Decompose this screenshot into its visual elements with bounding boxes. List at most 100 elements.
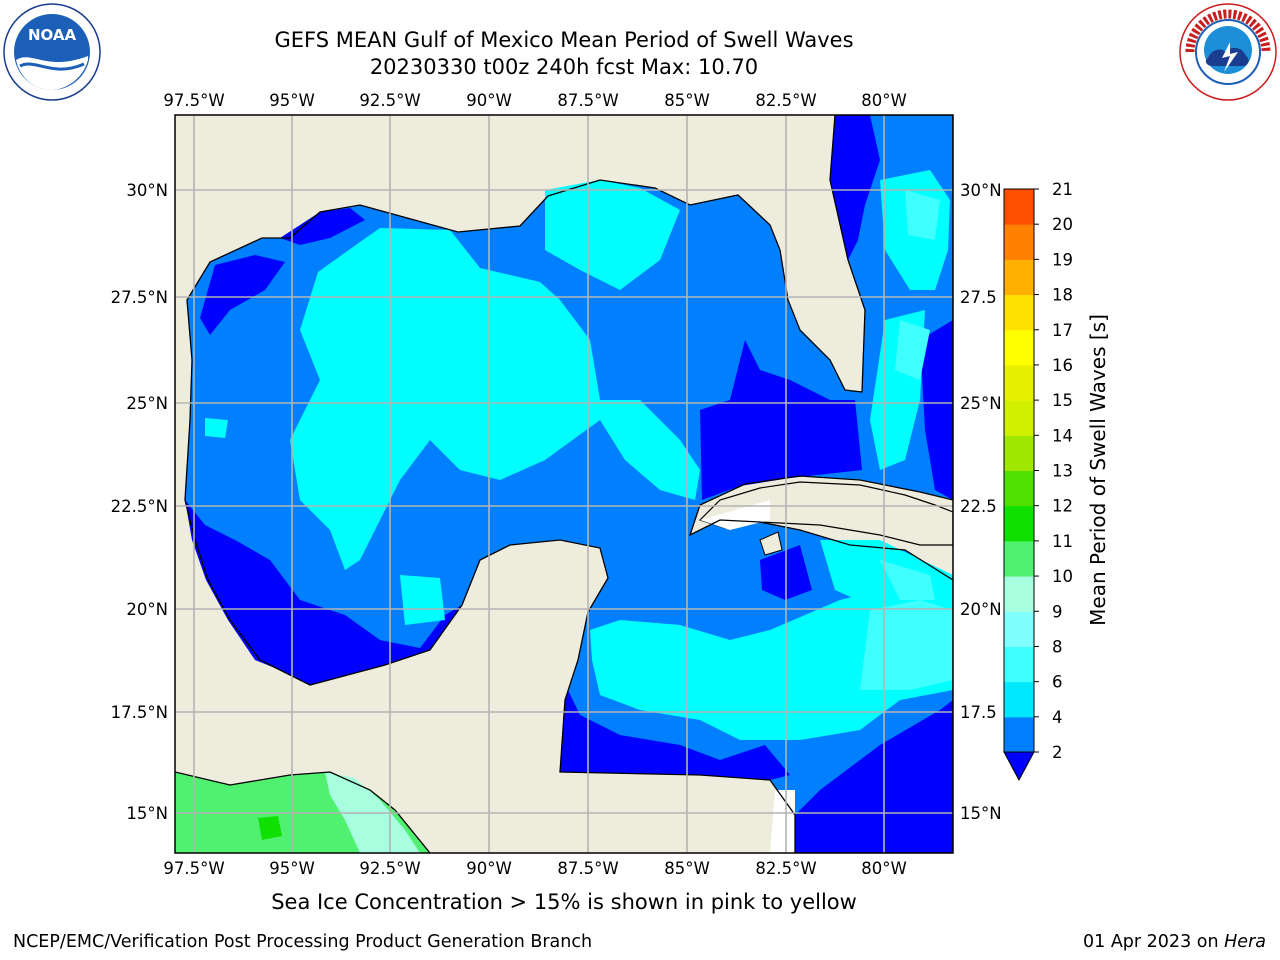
lat-label-right: 20°N — [960, 600, 1002, 619]
lat-label-right: 25°N — [960, 394, 1002, 413]
colorbar-extend — [1003, 751, 1035, 782]
colorbar-bin — [1004, 435, 1034, 471]
ocean-6-8s — [860, 600, 953, 690]
colorbar-bin — [1004, 329, 1034, 366]
ocean-below-2s — [200, 255, 285, 335]
lat-label-right: 30°N — [960, 181, 1002, 200]
colorbar-bin — [1004, 646, 1034, 683]
lat-label-left: 15°N — [126, 804, 168, 823]
ocean-below-2s — [560, 690, 790, 780]
colorbar-tick-label: 19 — [1052, 250, 1073, 269]
lon-label-top: 90°W — [466, 91, 512, 110]
lat-label-left: 17.5°N — [111, 703, 168, 722]
nws-logo — [1178, 2, 1278, 106]
lat-label-right: 27.5 — [960, 288, 997, 307]
caption: Sea Ice Concentration > 15% is shown in … — [271, 890, 857, 914]
lon-label-bottom: 95°W — [269, 859, 315, 878]
colorbar-bin — [1004, 259, 1034, 296]
noaa-logo: NOAA — [2, 2, 102, 106]
ocean-below-2s — [280, 208, 365, 245]
colorbar-bin — [1004, 576, 1034, 612]
lon-label-top: 85°W — [664, 91, 710, 110]
lon-label-top: 92.5°W — [359, 91, 420, 110]
colorbar-bin — [1004, 470, 1034, 507]
lat-label-left: 20°N — [126, 600, 168, 619]
ocean-below-2s — [830, 115, 880, 260]
lon-label-bottom: 90°W — [466, 859, 512, 878]
colorbar-tick-label: 15 — [1052, 391, 1073, 410]
colorbar-bin — [1004, 540, 1034, 577]
lon-label-top: 95°W — [269, 91, 315, 110]
footer-date: 01 Apr 2023 on Hera — [1083, 932, 1266, 952]
island-isle-of-youth — [759, 531, 783, 556]
lat-label-left: 25°N — [126, 394, 168, 413]
coastline-pacific — [175, 771, 431, 853]
colorbar-tick-label: 12 — [1052, 497, 1073, 516]
colorbar-tick-label: 20 — [1052, 215, 1073, 234]
lon-label-top: 80°W — [861, 91, 907, 110]
ocean-below-2s — [700, 340, 862, 500]
colorbar-bin — [1004, 224, 1034, 260]
lon-label-bottom: 97.5°W — [163, 859, 224, 878]
coastline — [184, 115, 953, 853]
lat-label-right: 22.5 — [960, 497, 997, 516]
lon-label-top: 97.5°W — [163, 91, 224, 110]
chart-title: GEFS MEAN Gulf of Mexico Mean Period of … — [274, 28, 854, 52]
colorbar-tick-label: 17 — [1052, 321, 1073, 340]
colorbar-tick-label: 14 — [1052, 426, 1073, 445]
lon-label-bottom: 92.5°W — [359, 859, 420, 878]
footer-machine: Hera — [1224, 932, 1266, 952]
noaa-logo-text: NOAA — [28, 26, 77, 44]
colorbar-tick-label: 11 — [1052, 532, 1073, 551]
colorbar-tick-label: 8 — [1052, 637, 1063, 656]
colorbar-bin — [1004, 611, 1034, 647]
colorbar-bin — [1004, 505, 1034, 542]
colorbar-tick-label: 16 — [1052, 356, 1073, 375]
lon-label-bottom: 82.5°W — [755, 859, 816, 878]
lat-label-right: 15°N — [960, 804, 1002, 823]
map-area — [175, 115, 953, 853]
lat-label-left: 27.5°N — [111, 288, 168, 307]
pacific-10-11s — [258, 816, 282, 840]
colorbar-bin — [1004, 681, 1034, 718]
nodata-patch — [700, 500, 770, 530]
colorbar-tick-label: 2 — [1052, 743, 1063, 762]
colorbar-bin — [1004, 400, 1034, 436]
colorbar-bin — [1004, 716, 1034, 753]
lon-label-bottom: 85°W — [664, 859, 710, 878]
colorbar-tick-label: 18 — [1052, 286, 1073, 305]
ocean-6-8s — [905, 190, 940, 240]
ocean-below-2s — [795, 700, 953, 853]
footer-credit: NCEP/EMC/Verification Post Processing Pr… — [13, 932, 593, 952]
colorbar-tick-label: 10 — [1052, 567, 1073, 586]
ocean-4-6s — [590, 585, 953, 740]
ocean-below-2s — [920, 320, 953, 500]
chart-subtitle: 20230330 t00z 240h fcst Max: 10.70 — [369, 55, 759, 79]
colorbar-bin — [1004, 364, 1034, 401]
colorbar-tick-label: 6 — [1052, 673, 1063, 692]
map-frame — [174, 114, 954, 854]
lat-label-left: 22.5°N — [111, 497, 168, 516]
colorbar-tick-label: 21 — [1052, 180, 1073, 199]
ocean-6-8s — [880, 560, 935, 600]
ocean-6-8s — [895, 320, 930, 380]
colorbar-tick-label: 4 — [1052, 708, 1063, 727]
colorbar-label: Mean Period of Swell Waves [s] — [1086, 314, 1110, 626]
lon-label-bottom: 80°W — [861, 859, 907, 878]
colorbar — [1003, 188, 1039, 782]
ocean-4-6s — [400, 575, 445, 625]
colorbar-tick-label: 9 — [1052, 602, 1063, 621]
colorbar-bin — [1004, 189, 1034, 225]
lon-label-top: 82.5°W — [755, 91, 816, 110]
ocean-below-2s — [185, 500, 462, 685]
colorbar-bin — [1004, 294, 1034, 331]
colorbar-tick-label: 13 — [1052, 462, 1073, 481]
lat-label-left: 30°N — [126, 181, 168, 200]
cuba-land — [698, 481, 953, 546]
lon-label-top: 87.5°W — [557, 91, 618, 110]
lon-label-bottom: 87.5°W — [557, 859, 618, 878]
footer-date-text: 01 Apr 2023 on — [1083, 932, 1225, 952]
ocean-4-6s — [545, 180, 680, 290]
ocean-4-6s — [290, 228, 700, 570]
